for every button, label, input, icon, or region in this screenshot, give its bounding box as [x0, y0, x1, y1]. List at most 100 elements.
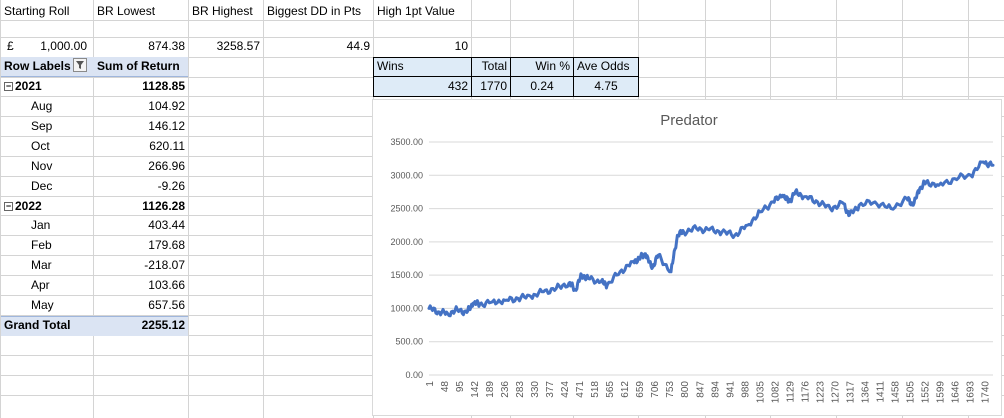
chart-title: Predator: [660, 112, 718, 129]
chart-svg: Predator 0.00 500.00 1000.00 1500.00 2000.00 2…: [390, 112, 995, 404]
x-tick-label: 847: [695, 381, 706, 398]
pivot-month-label[interactable]: Mar: [31, 258, 52, 272]
pivot-sum-header[interactable]: Sum of Return: [97, 59, 180, 73]
x-tick-label: 1505: [905, 381, 916, 404]
pivot-month-label[interactable]: Sep: [31, 119, 53, 133]
biggest-dd-value[interactable]: 44.9: [346, 39, 370, 53]
pivot-month-value[interactable]: 403.44: [148, 218, 185, 232]
pivot-month-label[interactable]: Apr: [31, 278, 50, 292]
pivot-month-value[interactable]: 179.68: [148, 238, 185, 252]
stats-header-win-pct[interactable]: Win %: [535, 59, 570, 73]
predator-chart[interactable]: Predator 0.00 500.00 1000.00 1500.00 2000.00 2…: [372, 99, 1002, 416]
collapse-icon[interactable]: −: [4, 201, 13, 211]
stats-header-wins[interactable]: Wins: [377, 59, 404, 73]
stats-value-win-pct[interactable]: 0.24: [530, 79, 554, 93]
stats-divider: [471, 57, 472, 97]
x-tick-label: 283: [515, 381, 526, 398]
pivot-month-value[interactable]: -9.26: [157, 179, 185, 193]
x-tick-label: 1364: [860, 381, 871, 404]
y-tick-label: 1000.00: [390, 303, 423, 313]
pivot-month-value[interactable]: 620.11: [149, 139, 185, 153]
x-tick-label: 95: [455, 381, 466, 393]
gridline: [0, 0, 1, 418]
x-tick-label: 1: [425, 381, 436, 387]
pivot-month-value[interactable]: 266.96: [148, 159, 185, 173]
gridline: [263, 0, 264, 418]
x-tick-label: 48: [440, 381, 451, 393]
br-lowest-label[interactable]: BR Lowest: [97, 4, 156, 18]
x-tick-label: 894: [710, 381, 721, 398]
stats-header-total[interactable]: Total: [481, 59, 507, 73]
x-tick-label: 1740: [981, 381, 992, 404]
grand-total-label[interactable]: Grand Total: [4, 318, 71, 332]
pivot-month-label[interactable]: May: [31, 298, 54, 312]
pivot-month-label[interactable]: Aug: [31, 99, 53, 113]
pivot-group-label: 2022: [15, 199, 42, 213]
br-lowest-value[interactable]: 874.38: [148, 39, 185, 53]
pivot-month-label[interactable]: Nov: [31, 159, 53, 173]
x-tick-label: 1552: [920, 381, 931, 404]
pivot-group-2021[interactable]: −2021: [1, 77, 93, 96]
filter-dropdown-icon[interactable]: [72, 58, 87, 72]
pivot-month-value[interactable]: 657.56: [148, 298, 185, 312]
pivot-month-value[interactable]: 146.12: [148, 119, 185, 133]
x-tick-label: 706: [650, 381, 661, 398]
y-tick-label: 500.00: [395, 337, 423, 347]
pivot-group-2022[interactable]: −2022: [1, 197, 93, 216]
biggest-dd-label[interactable]: Biggest DD in Pts: [267, 4, 362, 18]
gridline: [93, 0, 94, 418]
pivot-month-label[interactable]: Feb: [31, 238, 52, 252]
x-tick-label: 1176: [800, 381, 811, 403]
stats-divider: [573, 57, 574, 97]
x-tick-label: 471: [575, 381, 586, 398]
gridline: [188, 0, 189, 418]
pivot-row-labels-header[interactable]: Row Labels: [1, 57, 93, 76]
x-tick-label: 800: [680, 381, 691, 398]
x-tick-label: 1082: [770, 381, 781, 404]
pivot-month-value[interactable]: 104.92: [148, 99, 185, 113]
x-tick-label: 330: [530, 381, 541, 398]
x-tick-label: 565: [605, 381, 616, 398]
br-highest-value[interactable]: 3258.57: [216, 39, 260, 53]
x-tick-label: 1317: [845, 381, 856, 404]
x-tick-label: 1035: [755, 381, 766, 404]
pivot-month-value[interactable]: 103.66: [148, 278, 185, 292]
stats-value-total[interactable]: 1770: [480, 79, 507, 93]
x-tick-label: 236: [500, 381, 511, 398]
x-tick-label: 377: [545, 381, 556, 398]
gridline: [0, 37, 1004, 38]
stats-value-wins[interactable]: 432: [447, 79, 468, 93]
starting-roll-label[interactable]: Starting Roll: [4, 4, 70, 18]
pivot-header-row: [1, 57, 188, 77]
stats-header-ave-odds[interactable]: Ave Odds: [577, 59, 630, 73]
x-tick-label: 1646: [951, 381, 962, 404]
pivot-month-label[interactable]: Dec: [31, 179, 53, 193]
currency-symbol: £: [7, 39, 14, 53]
x-tick-label: 1270: [830, 381, 841, 404]
pivot-month-value[interactable]: -218.07: [144, 258, 185, 272]
br-highest-label[interactable]: BR Highest: [192, 4, 253, 18]
high-1pt-value[interactable]: 10: [454, 39, 468, 53]
x-tick-label: 941: [725, 381, 736, 398]
y-tick-label: 3500.00: [390, 137, 423, 147]
x-tick-label: 1693: [966, 381, 977, 404]
x-tick-label: 753: [665, 381, 676, 398]
x-tick-label: 1458: [890, 381, 901, 404]
x-tick-label: 1223: [815, 381, 826, 404]
pivot-month-label[interactable]: Oct: [31, 139, 50, 153]
y-tick-label: 1500.00: [390, 270, 423, 280]
x-tick-label: 189: [485, 381, 496, 398]
pivot-month-label[interactable]: Jan: [31, 218, 51, 232]
grand-total-value[interactable]: 2255.12: [141, 318, 185, 332]
x-tick-label: 1599: [935, 381, 946, 404]
pivot-group-total[interactable]: 1128.85: [142, 79, 185, 93]
stats-box: [373, 57, 639, 97]
y-tick-label: 3000.00: [390, 170, 423, 180]
stats-value-ave-odds[interactable]: 4.75: [594, 79, 618, 93]
high-1pt-label[interactable]: High 1pt Value: [377, 4, 455, 18]
collapse-icon[interactable]: −: [4, 81, 13, 91]
starting-roll-value[interactable]: 1,000.00: [40, 39, 87, 53]
x-tick-label: 612: [620, 381, 631, 398]
pivot-group-total[interactable]: 1126.28: [142, 199, 185, 213]
